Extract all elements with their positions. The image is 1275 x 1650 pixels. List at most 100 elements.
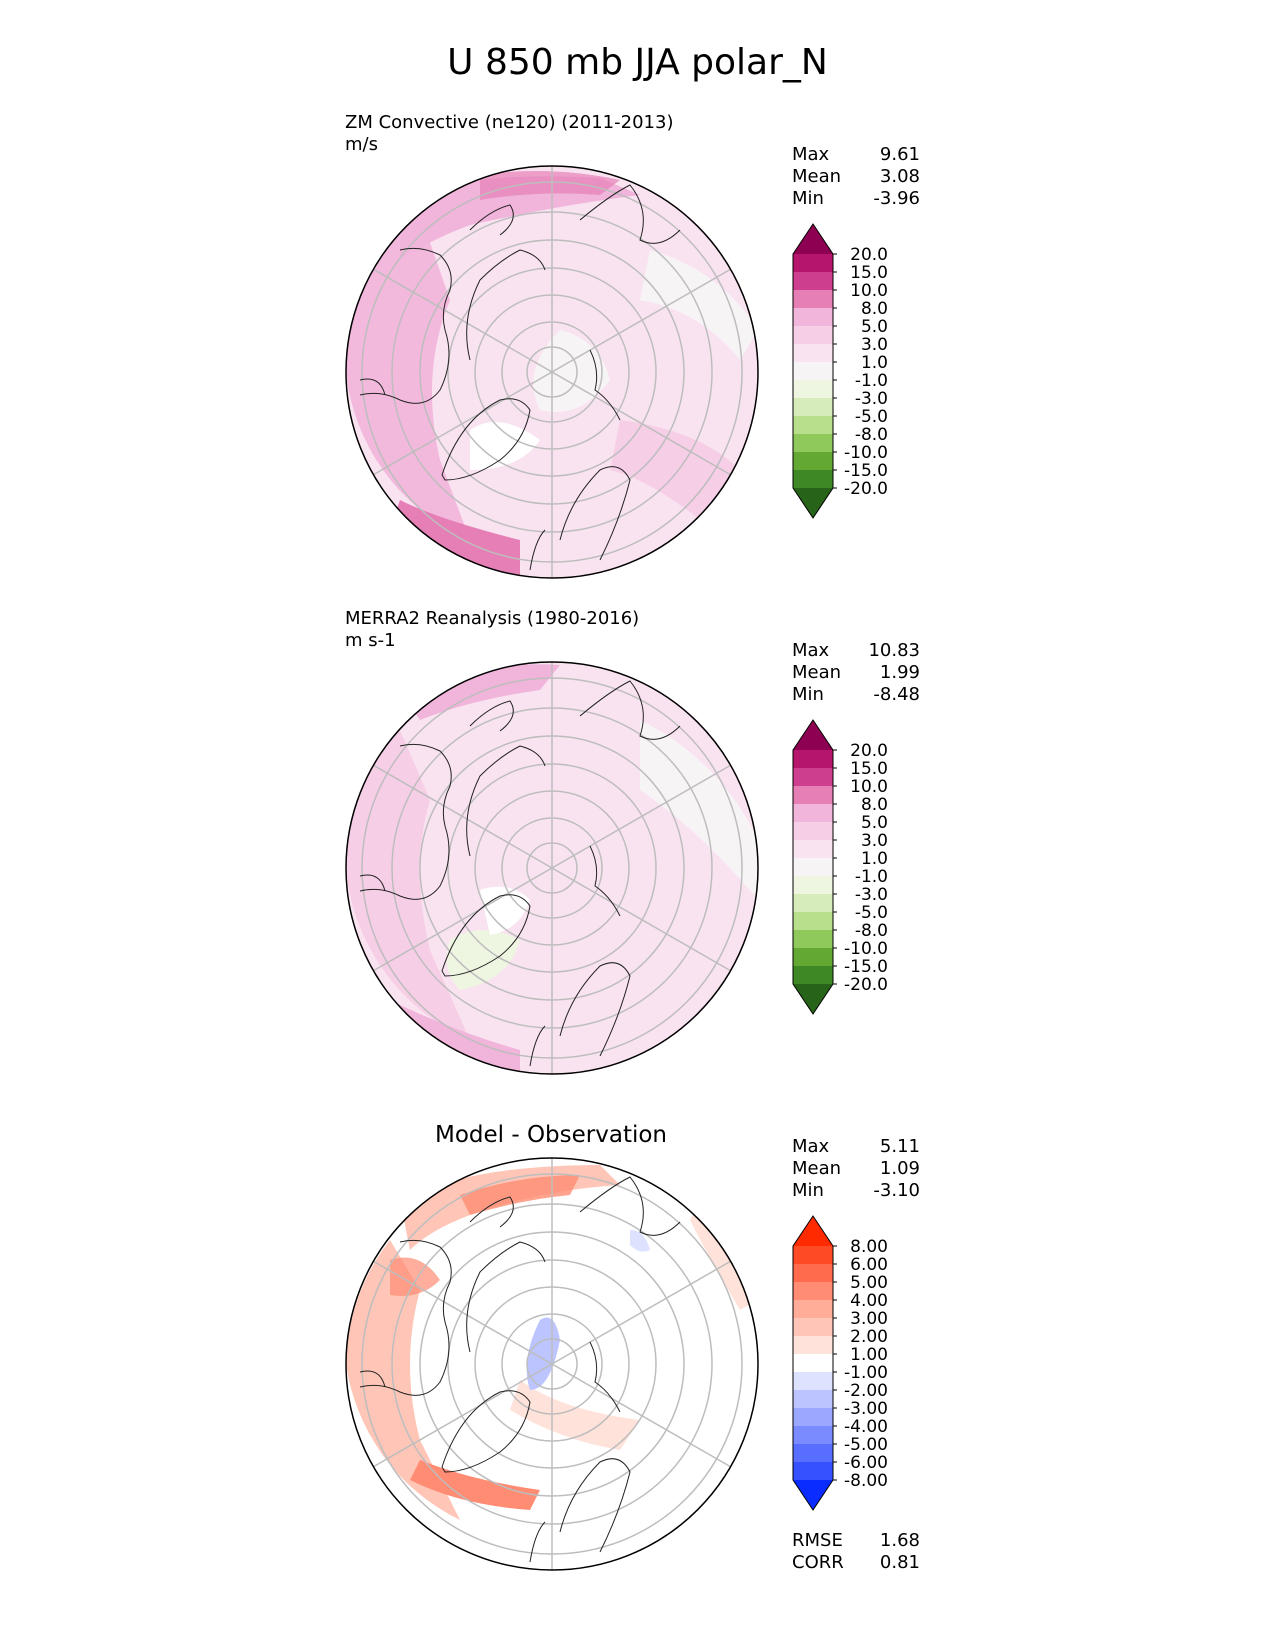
colorbar-band [793,894,833,913]
map-panel-1 [345,165,759,579]
colorbar-band [793,930,833,949]
colorbar-1: 20.015.010.08.05.03.01.0-1.0-3.0-5.0-8.0… [792,223,888,519]
panel-1-title: ZM Convective (ne120) (2011-2013) [345,112,674,133]
coastlines [359,680,681,1067]
colorbar-band [793,1372,833,1391]
colorbar-band [793,362,833,381]
colorbar-tick-label: -6.00 [844,1453,888,1473]
colorbar-tick-label: 5.0 [861,317,888,337]
colorbar-band [793,1390,833,1409]
colorbar-tick-label: -10.0 [844,443,888,463]
colorbar-tick-label: 8.00 [850,1237,888,1257]
colorbar-tick-label: -10.0 [844,939,888,959]
colorbar-tick-label: -20.0 [844,479,888,499]
colorbar-band [793,840,833,859]
colorbar-band [793,344,833,363]
stat-value: -3.96 [873,188,920,209]
colorbar-tick-label: -5.0 [855,407,888,427]
colorbar-band [793,858,833,877]
colorbar-tick-label: -15.0 [844,461,888,481]
colorbar-band [793,1408,833,1427]
stat-label: Mean [792,662,842,683]
rmse-label: RMSE [792,1530,843,1551]
colorbar-tick-label: 1.0 [861,353,888,373]
coastlines [359,184,681,571]
panel-2-stats: Max 10.83 Mean 1.99 Min -8.48 [792,640,920,706]
panel-1-stats: Max 9.61 Mean 3.08 Min -3.96 [792,144,920,210]
colorbar-band [793,1336,833,1355]
map-border [345,165,759,579]
colorbar-tick-label: -1.0 [855,371,888,391]
colorbar-tick-label: 3.0 [861,335,888,355]
panel-3-error-stats: RMSE 1.68 CORR 0.81 [792,1530,920,1574]
colorbar-tick-label: 4.00 [850,1291,888,1311]
map-border [345,1157,759,1571]
stat-label: Min [792,684,824,705]
colorbar-band [793,470,833,489]
colorbar-band [793,452,833,471]
colorbar-band [793,1282,833,1301]
colorbar-tick-label: 15.0 [850,759,888,779]
coastlines [359,1176,681,1563]
colorbar-tick-label: 15.0 [850,263,888,283]
panel-2-units: m s-1 [345,630,396,651]
panel-3-stats: Max 5.11 Mean 1.09 Min -3.10 [792,1136,920,1202]
stat-value: 10.83 [868,640,920,661]
colorbar-band [793,254,833,273]
stat-label: Mean [792,166,842,187]
colorbar-tick-label: -5.00 [844,1435,888,1455]
colorbar-tick-label: 3.00 [850,1309,888,1329]
colorbar-band [793,1462,833,1481]
corr-value: 0.81 [879,1552,920,1573]
stat-label: Min [792,188,824,209]
graticule [361,166,743,578]
stat-label: Max [792,1136,830,1157]
colorbar-band [793,966,833,985]
graticule [361,662,743,1074]
colorbar-band [793,1444,833,1463]
colorbar-band [793,1264,833,1283]
colorbar-tick-label: -1.00 [844,1363,888,1383]
colorbar-band [793,380,833,399]
stat-label: Mean [792,1158,842,1179]
colorbar-tick-label: 5.0 [861,813,888,833]
colorbar-band [793,1246,833,1265]
colorbar-tick-label: 2.00 [850,1327,888,1347]
colorbar-band [793,416,833,435]
colorbar-band [793,308,833,327]
stat-value: 1.09 [879,1158,920,1179]
colorbar-extend-min [793,1480,833,1510]
colorbar-band [793,1426,833,1445]
colorbar-tick-label: -3.0 [855,389,888,409]
colorbar-tick-label: 3.0 [861,831,888,851]
colorbar-band [793,1354,833,1373]
stat-value: -8.48 [873,684,920,705]
colorbar-tick-label: 10.0 [850,777,888,797]
colorbar-extend-max [793,720,833,750]
rmse-value: 1.68 [879,1530,920,1551]
colorbar-extend-min [793,984,833,1014]
colorbars: 20.015.010.08.05.03.01.0-1.0-3.0-5.0-8.0… [792,223,888,1511]
colorbar-tick-label: 20.0 [850,245,888,265]
graticule [361,1158,743,1570]
colorbar-band [793,750,833,769]
colorbar-tick-label: 5.00 [850,1273,888,1293]
colorbar-band [793,1300,833,1319]
colorbar-band [793,948,833,967]
colorbar-tick-label: 20.0 [850,741,888,761]
colorbar-tick-label: 8.0 [861,299,888,319]
colorbar-tick-label: -20.0 [844,975,888,995]
panel-2-title: MERRA2 Reanalysis (1980-2016) [345,608,640,629]
colorbar-band [793,804,833,823]
stat-value: 1.99 [879,662,920,683]
colorbar-3: 8.006.005.004.003.002.001.00-1.00-2.00-3… [792,1215,888,1511]
stat-value: 9.61 [879,144,920,165]
colorbar-band [793,768,833,787]
map-panel-3 [345,1157,759,1571]
stat-label: Max [792,640,830,661]
map-panel-2 [345,661,759,1075]
panel-3-title: Model - Observation [434,1122,668,1148]
colorbar-band [793,786,833,805]
colorbar-tick-label: -4.00 [844,1417,888,1437]
